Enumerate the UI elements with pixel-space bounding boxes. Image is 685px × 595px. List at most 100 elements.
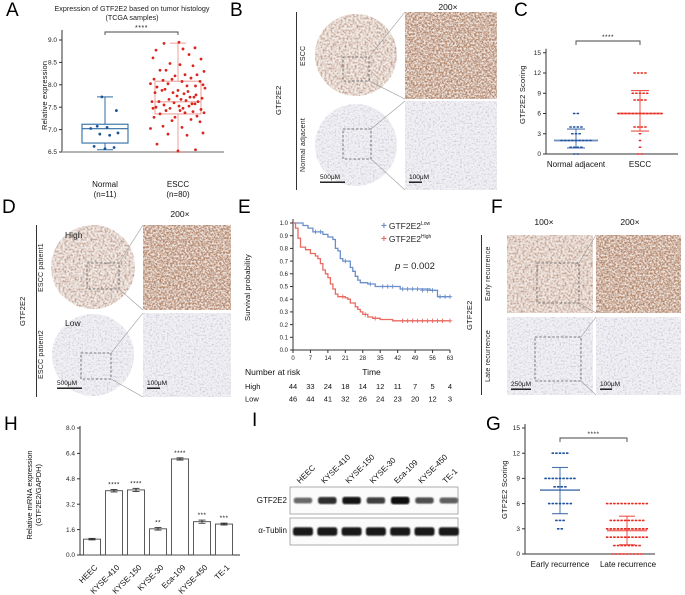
panel-h-label: H <box>4 414 18 435</box>
svg-text:33: 33 <box>306 382 314 391</box>
panel-h-chart: 0.01.63.24.86.48.0HEEC****KYSE-410****KY… <box>66 425 240 595</box>
svg-text:44: 44 <box>289 382 297 391</box>
panel-d-ihc-high: High <box>51 224 231 311</box>
svg-text:18: 18 <box>341 382 349 391</box>
panel-c-xcat1: Normal adjacent <box>546 160 606 169</box>
panel-c-label: C <box>514 0 528 21</box>
svg-text:Number at risk: Number at risk <box>245 367 301 377</box>
scale-bar-label: 500μM <box>320 174 340 181</box>
svg-text:****: **** <box>135 25 148 32</box>
panel-f-row1-label: Early recurrence <box>485 246 492 302</box>
panel-d-ihc-low: Low 500μM 100μM <box>52 312 231 398</box>
panel-b-target-label: GTF2E2 <box>274 85 283 115</box>
panel-a: A Expression of GTF2E2 based on tumor hi… <box>0 0 228 199</box>
panel-i-blot: HEEC KYSE-410KYSE-150KYSE-30Eca-109KYSE-4… <box>289 452 460 546</box>
panel-c-chart: 0 3 6 9 12 15 **** <box>534 34 678 158</box>
scale-bar-label: 100μM <box>409 174 429 181</box>
expression-tag: Low <box>65 318 81 328</box>
expression-tag: High <box>65 230 83 240</box>
svg-text:14: 14 <box>325 356 332 362</box>
panel-f-row2-label: Late recurrence <box>485 329 492 383</box>
svg-text:8.0: 8.0 <box>66 425 75 432</box>
svg-text:HEEC: HEEC <box>295 463 317 485</box>
svg-text:20: 20 <box>411 395 419 404</box>
scale-bar-label: 100μM <box>147 380 167 387</box>
svg-text:0.0: 0.0 <box>66 552 75 559</box>
panel-d-divider <box>36 225 37 397</box>
svg-text:32: 32 <box>341 395 349 404</box>
svg-text:14: 14 <box>359 382 367 391</box>
panel-i: I GTF2E2 α-Tublin HEEC KYSE-410 KYSE-150 KY… <box>250 410 462 595</box>
panel-b-divider <box>296 12 297 190</box>
svg-text:****: **** <box>130 480 142 487</box>
svg-text:0.0: 0.0 <box>280 348 289 354</box>
svg-text:0.8: 0.8 <box>280 247 289 253</box>
svg-text:****: **** <box>587 431 599 438</box>
svg-text:12: 12 <box>428 395 436 404</box>
panel-g-ylabel: GTF2E2 Scoring <box>500 460 509 520</box>
svg-text:12: 12 <box>534 70 542 77</box>
svg-text:46: 46 <box>289 395 297 404</box>
svg-text:0.9: 0.9 <box>280 234 289 240</box>
panel-g-chart: 0 3 6 9 12 15 **** <box>513 424 655 558</box>
panel-g-xcat2: Late recurrence <box>599 560 657 569</box>
svg-text:9: 9 <box>537 90 541 97</box>
panel-a-chart: 6.5 7.0 7.5 8.0 8.5 9.0 **** <box>48 25 224 156</box>
inset-box <box>536 262 580 304</box>
svg-text:0: 0 <box>537 151 541 158</box>
km-legend-low: + GTF2E2Low <box>381 221 431 232</box>
blot-target-tubulin: α-Tublin <box>258 526 287 535</box>
svg-text:7: 7 <box>309 356 313 362</box>
panel-g-label: G <box>486 414 501 435</box>
panel-i-label: I <box>252 410 258 431</box>
svg-text:9: 9 <box>516 476 520 483</box>
svg-text:3: 3 <box>537 131 541 138</box>
panel-a-label: A <box>6 0 19 21</box>
svg-text:****: **** <box>174 450 186 457</box>
panel-b-row2-label: Normal adjacent <box>300 118 307 173</box>
panel-d-row1-label: ESCC patient1 <box>38 243 45 292</box>
panel-e-chart: 0.0 0.1 0.2 0.3 0.4 0.5 0.6 0.7 0.8 0.9 1.0 0 7 14 21 2… <box>245 219 454 404</box>
panel-b-ihc-normal: 500μM 100μM <box>315 100 497 191</box>
scale-bar-label: 500μM <box>57 380 77 387</box>
svg-text:56: 56 <box>429 356 436 362</box>
svg-text:63: 63 <box>447 356 454 362</box>
panel-c-xcat2: ESCC <box>628 160 652 169</box>
svg-text:26: 26 <box>359 395 367 404</box>
p-value: p = 0.002 <box>395 261 435 272</box>
panel-g-xcat1: Early recurrence <box>530 560 590 569</box>
panel-f-divider <box>481 235 482 395</box>
panel-b-ihc-escc <box>315 11 497 100</box>
svg-text:**: ** <box>155 520 161 527</box>
svg-text:1.0: 1.0 <box>280 221 289 227</box>
scale-bar-label: 100μM <box>600 381 620 388</box>
svg-text:12: 12 <box>376 382 384 391</box>
panel-d-target-label: GTF2E2 <box>18 296 27 326</box>
svg-text:Time: Time <box>362 367 381 377</box>
svg-text:21: 21 <box>342 356 349 362</box>
panel-b-row1-label: ESCC <box>300 45 307 66</box>
inset-box <box>80 352 112 380</box>
svg-text:0.4: 0.4 <box>280 297 289 303</box>
svg-text:3: 3 <box>448 395 452 404</box>
svg-text:23: 23 <box>393 395 401 404</box>
panel-d: D 200× GTF2E2 ESCC patient1 ESCC patient… <box>0 195 235 410</box>
svg-text:24: 24 <box>324 382 332 391</box>
plus-marker-icon: + <box>381 221 387 232</box>
svg-text:6.5: 6.5 <box>48 149 57 156</box>
panel-b: B 200× GTF2E2 ESCC Normal adjacent 500μM… <box>228 0 506 195</box>
svg-text:11: 11 <box>394 382 402 391</box>
svg-text:0.3: 0.3 <box>280 310 289 316</box>
svg-text:****: **** <box>602 34 614 41</box>
svg-text:0.7: 0.7 <box>280 259 289 265</box>
svg-text:12: 12 <box>513 450 521 457</box>
svg-text:4: 4 <box>448 382 452 391</box>
panel-d-magnification: 200× <box>170 209 190 219</box>
svg-text:0.5: 0.5 <box>280 285 289 291</box>
scale-bar-label: 250μM <box>511 381 531 388</box>
svg-text:15: 15 <box>534 50 542 57</box>
panel-a-xcat1: Normal (n=11) <box>92 180 118 199</box>
svg-text:***: *** <box>220 515 229 522</box>
panel-d-label: D <box>2 197 16 218</box>
